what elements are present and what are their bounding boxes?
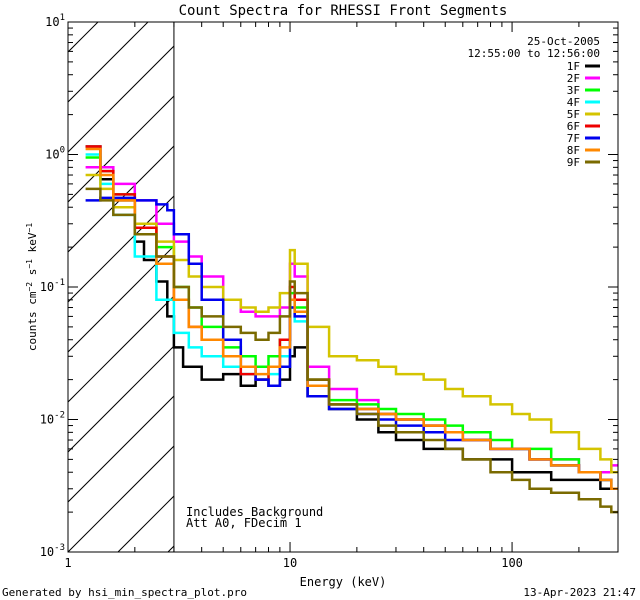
y-tick-label: 100 [45,146,65,162]
footer-timestamp: 13-Apr-2023 21:47 [523,586,636,599]
series-group [85,145,618,514]
y-tick-label: 10-3 [40,543,65,559]
annotation-attenuator: Att A0, FDecim 1 [186,516,302,530]
y-axis-label: counts cm−2 s−1 keV−1 [25,223,39,351]
y-tick-label: 101 [45,13,65,29]
y-tick-label: 10-1 [40,278,65,294]
x-tick-label: 1 [64,556,71,570]
legend-label-2F: 2F [567,72,580,85]
x-axis-label: Energy (keV) [300,575,387,589]
generated-by: Generated by hsi_min_spectra_plot.pro [2,586,247,599]
hatch-line [68,245,174,353]
legend-label-9F: 9F [567,156,580,169]
y-tick-labels: 10-3 10-2 10-1 100 101 [40,13,65,559]
hatch-line [68,445,174,552]
axis-ticks [67,21,619,553]
legend-label-5F: 5F [567,108,580,121]
y-tick-label: 10-2 [40,411,65,427]
hatch-line [68,195,174,303]
x-tick-label: 100 [501,556,523,570]
legend-label-3F: 3F [567,84,580,97]
time-range-label: 12:55:00 to 12:56:00 [468,47,600,60]
date-label: 25-Oct-2005 [527,35,600,48]
legend-label-8F: 8F [567,144,580,157]
legend-label-6F: 6F [567,120,580,133]
annotation-background: Includes Background [186,505,323,519]
series-9F [85,187,618,514]
hatched-region [68,22,174,552]
chart-title: Count Spectra for RHESSI Front Segments [179,3,508,19]
hatch-line [68,22,149,103]
legend-label-4F: 4F [567,96,580,109]
hatch-line [68,395,174,503]
x-tick-label: 10 [283,556,297,570]
legend-label-7F: 7F [567,132,580,145]
x-tick-labels: 1 10 100 [64,556,523,570]
legend-label-1F: 1F [567,60,580,73]
hatch-line [68,45,174,153]
